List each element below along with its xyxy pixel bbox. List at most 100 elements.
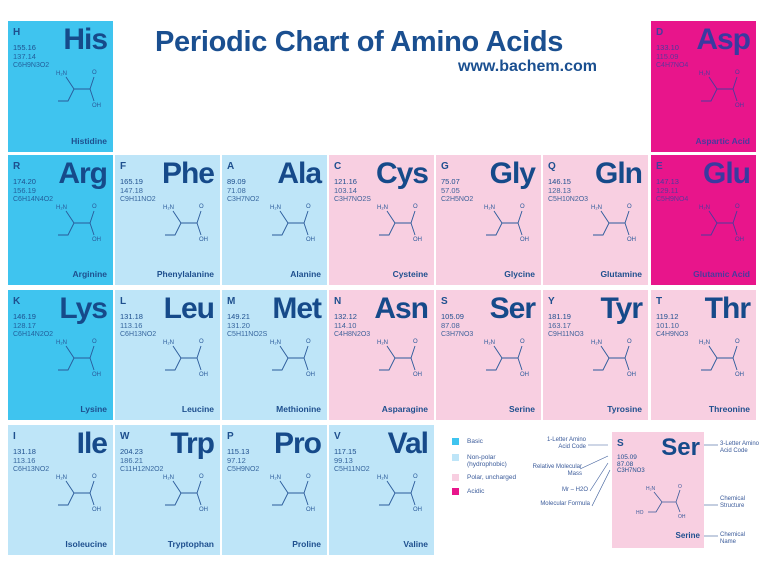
mass-minus-water: 113.16 — [13, 456, 36, 465]
amino-acid-card-glutamic-acid: E Glu 147.13 129.11 C5H9NO4 H₂N O OH Glutamic Ac… — [651, 155, 756, 285]
mass-minus-water: 131.20 — [227, 321, 250, 330]
three-letter-code: Pro — [273, 427, 322, 460]
svg-text:H₂N: H₂N — [56, 205, 67, 211]
three-letter-code: Gln — [595, 157, 643, 190]
chemical-structure-icon: H₂N O OH — [18, 336, 108, 400]
three-letter-code: Trp — [170, 427, 215, 460]
mass-minus-water: 186.21 — [120, 456, 143, 465]
svg-text:O: O — [92, 474, 97, 480]
svg-text:H₂N: H₂N — [377, 475, 388, 481]
three-letter-code: Asp — [696, 23, 751, 56]
svg-text:O: O — [199, 204, 204, 210]
svg-text:H₂N: H₂N — [591, 205, 602, 211]
three-letter-code: Cys — [375, 157, 429, 190]
chemical-name: Asparagine — [381, 404, 428, 414]
legend-item-polar: Polar, uncharged — [452, 474, 516, 481]
molecular-formula: C6H13NO2 — [13, 466, 50, 473]
svg-text:O: O — [413, 339, 418, 345]
example-name: Serine — [675, 531, 700, 540]
chemical-structure-icon: H₂N O OH — [661, 67, 751, 131]
molecular-mass: 89.09 — [227, 177, 246, 186]
chemical-name: Leucine — [181, 404, 214, 414]
chemical-structure-icon: H₂N O OH — [339, 201, 429, 265]
amino-acid-card-methionine: M Met 149.21 131.20 C5H11NO2S H₂N O OH Methionin… — [222, 290, 327, 420]
website-url: www.bachem.com — [458, 58, 597, 75]
one-letter-code: E — [656, 161, 663, 172]
one-letter-code: T — [656, 296, 663, 307]
chemical-name: Aspartic Acid — [695, 136, 750, 146]
molecular-mass: 119.12 — [656, 312, 679, 321]
serine-structure-icon: H₂N O OH HO — [636, 484, 686, 520]
svg-text:OH: OH — [520, 237, 529, 243]
svg-text:OH: OH — [627, 372, 636, 378]
molecular-formula: C4H8N2O3 — [334, 331, 371, 338]
chemical-name: Glutamine — [600, 269, 642, 279]
example-key-card: S Ser 105.09 87.08 C3H7NO3 H₂N O OH HO Seri… — [612, 432, 704, 548]
chemical-name: Histidine — [71, 136, 107, 146]
one-letter-code: H — [13, 27, 21, 38]
amino-acid-card-aspartic-acid: D Asp 133.10 115.09 C4H7NO4 H₂N O OH Aspartic Ac… — [651, 21, 756, 152]
legend-item-nonpolar: Non-polar (hydrophobic) — [452, 454, 532, 468]
svg-text:OH: OH — [199, 372, 208, 378]
molecular-formula: C9H11NO3 — [548, 331, 584, 338]
chemical-name: Valine — [403, 539, 428, 549]
svg-text:O: O — [627, 339, 632, 345]
svg-text:O: O — [520, 339, 525, 345]
one-letter-code: Q — [548, 161, 556, 172]
molecular-mass: 105.09 — [441, 312, 464, 321]
chemical-structure-icon: H₂N O OH — [125, 201, 215, 265]
svg-text:H₂N: H₂N — [163, 340, 174, 346]
mass-minus-water: 137.14 — [13, 52, 36, 61]
example-structure: H₂N O OH HO — [632, 480, 692, 520]
legend-label: Basic — [467, 438, 483, 445]
svg-text:O: O — [306, 474, 311, 480]
chemical-structure-icon: H₂N O OH — [553, 336, 643, 400]
mass-minus-water: 128.13 — [548, 186, 571, 195]
mass-minus-water: 147.18 — [120, 186, 143, 195]
chemical-name: Glycine — [504, 269, 535, 279]
annotation-leader-lines — [579, 444, 718, 537]
molecular-formula: C2H5NO2 — [441, 196, 474, 203]
molecular-formula: C3H7NO3 — [441, 331, 474, 338]
svg-text:O: O — [520, 204, 525, 210]
svg-text:OH: OH — [627, 237, 636, 243]
svg-text:OH: OH — [735, 103, 744, 109]
example-mass: 105.09 — [617, 454, 637, 461]
chemical-name: Alanine — [290, 269, 321, 279]
legend-item-basic: Basic — [452, 438, 483, 445]
mass-minus-water: 97.12 — [227, 456, 246, 465]
legend-label: Acidic — [467, 488, 485, 495]
svg-text:O: O — [735, 339, 740, 345]
svg-text:H₂N: H₂N — [270, 205, 281, 211]
three-letter-code: Tyr — [600, 292, 643, 325]
svg-text:O: O — [413, 474, 418, 480]
one-letter-code: N — [334, 296, 342, 307]
page-title: Periodic Chart of Amino Acids — [155, 26, 564, 58]
chemical-structure-icon: H₂N O OH — [232, 471, 322, 535]
amino-acid-card-glycine: G Gly 75.07 57.05 C2H5NO2 H₂N O OH Glycine — [436, 155, 541, 285]
svg-text:OH: OH — [92, 103, 101, 109]
legend-label: Polar, uncharged — [467, 474, 517, 481]
molecular-formula: C3H7NO2S — [334, 196, 371, 203]
svg-text:OH: OH — [413, 372, 422, 378]
chemical-structure-icon: H₂N O OH — [125, 336, 215, 400]
one-letter-code: K — [13, 296, 21, 307]
amino-acid-card-serine: S Ser 105.09 87.08 C3H7NO3 H₂N O OH Serine — [436, 290, 541, 420]
svg-text:H₂N: H₂N — [270, 475, 281, 481]
chemical-structure-icon: H₂N O OH — [18, 201, 108, 265]
one-letter-code: S — [441, 296, 448, 307]
svg-text:O: O — [735, 204, 740, 210]
svg-text:OH: OH — [735, 372, 744, 378]
amino-acid-card-arginine: R Arg 174.20 156.19 C6H14N4O2 H₂N O OH Arginine — [8, 155, 113, 285]
svg-text:OH: OH — [413, 507, 422, 513]
svg-text:H₂N: H₂N — [591, 340, 602, 346]
three-letter-code: Ile — [76, 427, 108, 460]
mass-minus-water: 113.16 — [120, 321, 143, 330]
molecular-mass: 131.18 — [13, 447, 36, 456]
molecular-mass: 149.21 — [227, 312, 250, 321]
amino-acid-card-isoleucine: I Ile 131.18 113.16 C6H13NO2 H₂N O OH Isoleucine — [8, 425, 113, 555]
three-letter-code: Lys — [59, 292, 108, 325]
chemical-name: Phenylalanine — [156, 269, 214, 279]
three-letter-code: Met — [272, 292, 322, 325]
molecular-formula: C11H12N2O2 — [120, 466, 164, 473]
